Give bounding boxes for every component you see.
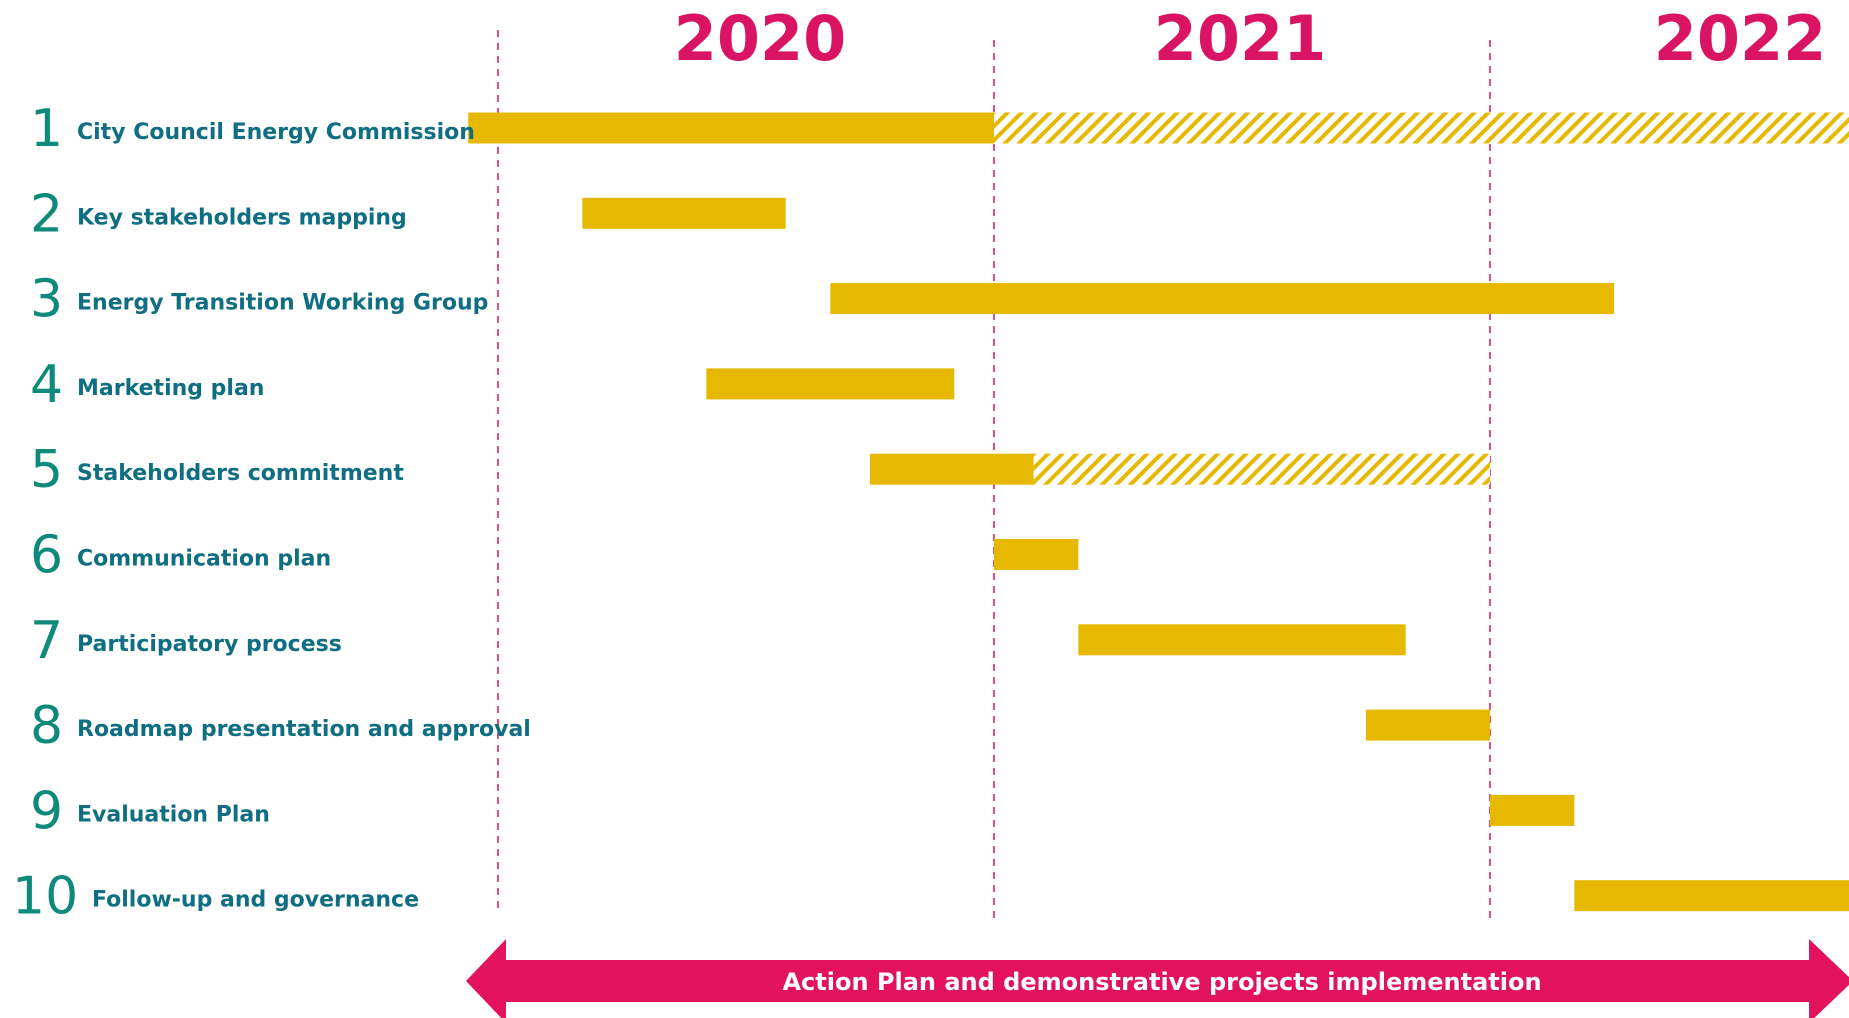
implementation-arrow-label: Action Plan and demonstrative projects i… xyxy=(782,968,1541,996)
task-bar-6 xyxy=(994,539,1079,570)
task-label-8: Roadmap presentation and approval xyxy=(77,717,531,742)
task-label-1: City Council Energy Commission xyxy=(77,120,475,145)
task-bar-8 xyxy=(1366,709,1490,741)
task-number-4: 4 xyxy=(30,355,63,415)
task-label-3: Energy Transition Working Group xyxy=(77,291,488,316)
task-bar-1 xyxy=(468,112,994,144)
task-number-10: 10 xyxy=(12,867,78,927)
task-bar-2 xyxy=(582,197,786,229)
task-number-3: 3 xyxy=(30,270,63,330)
task-number-5: 5 xyxy=(30,440,63,500)
task-label-10: Follow-up and governance xyxy=(92,888,419,913)
task-label-4: Marketing plan xyxy=(77,376,264,401)
task-label-2: Key stakeholders mapping xyxy=(77,205,407,230)
task-label-6: Communication plan xyxy=(77,547,331,572)
task-label-7: Participatory process xyxy=(77,632,342,657)
year-heading-2022: 2022 xyxy=(1654,2,1827,75)
task-bar-7 xyxy=(1078,624,1406,656)
implementation-arrow xyxy=(466,939,1849,1018)
task-number-1: 1 xyxy=(30,99,63,159)
task-label-9: Evaluation Plan xyxy=(77,802,270,827)
task-number-7: 7 xyxy=(30,611,63,671)
year-heading-2021: 2021 xyxy=(1154,2,1327,75)
task-bar-5 xyxy=(870,453,1034,485)
task-bar-hatched-5 xyxy=(1033,453,1490,485)
year-heading-2020: 2020 xyxy=(674,2,847,75)
task-number-9: 9 xyxy=(30,781,63,841)
task-bar-9 xyxy=(1490,794,1575,826)
task-bar-4 xyxy=(706,368,955,400)
task-bar-hatched-1 xyxy=(994,112,1849,144)
task-bar-10 xyxy=(1574,880,1849,912)
task-bar-3 xyxy=(830,283,1614,315)
task-number-2: 2 xyxy=(30,184,63,244)
task-number-6: 6 xyxy=(30,526,63,586)
task-label-5: Stakeholders commitment xyxy=(77,461,404,486)
task-number-8: 8 xyxy=(30,696,63,756)
